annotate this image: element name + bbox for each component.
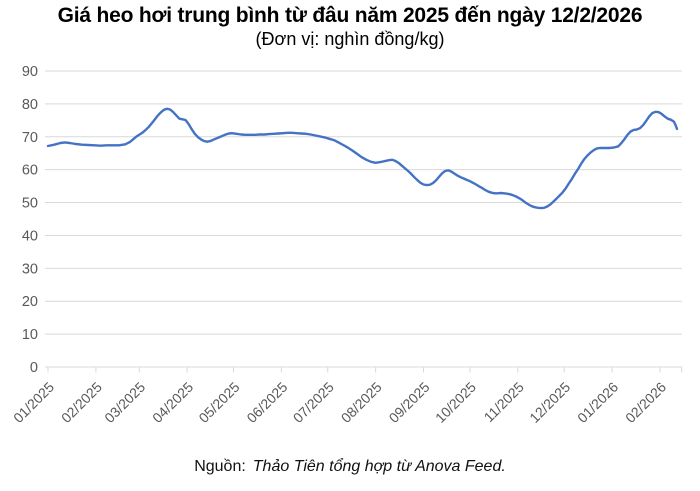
- y-axis-label: 40: [22, 228, 38, 244]
- x-axis-label: 06/2025: [243, 379, 290, 426]
- x-axis-label: 10/2025: [432, 379, 479, 426]
- chart-subtitle: (Đơn vị: nghìn đồng/kg): [255, 29, 445, 49]
- chart-title: Giá heo hơi trung bình từ đâu năm 2025 đ…: [57, 4, 643, 27]
- source-note: Nguồn: Thảo Tiên tổng hợp từ Anova Feed.: [0, 458, 700, 476]
- x-axis-label: 01/2025: [10, 379, 57, 426]
- y-axis-label: 70: [22, 130, 38, 146]
- y-axis-label: 0: [30, 360, 38, 376]
- x-axis-label: 05/2025: [195, 379, 242, 426]
- source-label: Nguồn:: [194, 458, 246, 475]
- x-axis-label: 02/2025: [58, 379, 105, 426]
- x-axis-label: 11/2025: [481, 379, 528, 426]
- y-axis-label: 60: [22, 163, 38, 179]
- y-axis-label: 30: [22, 261, 38, 277]
- price-line-chart-svg: 0 10 20 30 40 50 60 70 80 90 01/2025 02/202503/2025…: [10, 64, 683, 426]
- x-axis-label: 07/2025: [290, 379, 337, 426]
- y-axis-label: 20: [22, 294, 38, 310]
- x-axis-label: 03/2025: [101, 379, 148, 426]
- x-axis-label: 01/2026: [574, 379, 621, 426]
- price-line: [46, 107, 679, 210]
- y-axis-label: 80: [22, 97, 38, 113]
- y-axis-label: 90: [22, 64, 38, 80]
- x-axis-label: 04/2025: [149, 379, 196, 426]
- y-axis-label: 10: [22, 327, 38, 343]
- x-axis-label: 09/2025: [386, 379, 433, 426]
- y-axis-label: 50: [22, 196, 38, 212]
- x-axis-label: 08/2025: [338, 379, 385, 426]
- x-axis-label: 02/2026: [622, 379, 669, 426]
- x-axis-label: 12/2025: [526, 379, 573, 426]
- source-text: Thảo Tiên tổng hợp từ Anova Feed.: [252, 458, 506, 475]
